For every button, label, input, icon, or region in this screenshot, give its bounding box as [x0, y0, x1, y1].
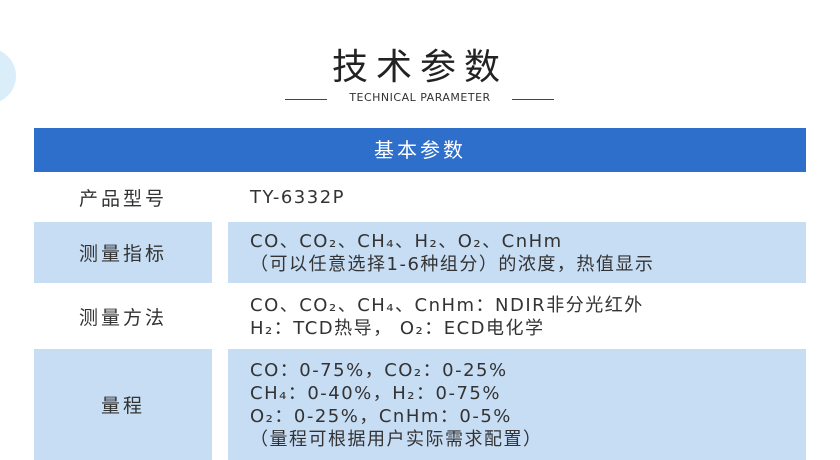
value-line: TY-6332P: [250, 186, 346, 208]
row-label: 测量指标: [34, 222, 212, 283]
decor-circle: [0, 48, 16, 104]
value-line: CO、CO₂、CH₄、CnHm：NDIR非分光红外: [250, 294, 644, 316]
row-label: 量程: [34, 349, 212, 460]
row-value: CO、CO₂、CH₄、H₂、O₂、CnHm （可以任意选择1-6种组分）的浓度，热…: [228, 222, 806, 283]
rule: [512, 99, 554, 100]
value-line: CO：0-75%，CO₂：0-25%: [250, 359, 508, 381]
value-line: O₂：0-25%，CnHm：0-5%: [250, 405, 512, 427]
table-heading: 基本参数: [34, 128, 806, 172]
row-value: CO、CO₂、CH₄、CnHm：NDIR非分光红外 H₂：TCD热导， O₂：EC…: [228, 288, 806, 345]
rule: [285, 99, 327, 100]
row-value: TY-6332P: [228, 174, 806, 220]
value-line: CO、CO₂、CH₄、H₂、O₂、CnHm: [250, 230, 563, 252]
row-value: CO：0-75%，CO₂：0-25% CH₄：0-40%，H₂：0-75% O₂：0…: [228, 349, 806, 460]
value-line: CH₄：0-40%，H₂：0-75%: [250, 382, 501, 404]
value-line: （量程可根据用户实际需求配置）: [250, 428, 543, 450]
value-line: H₂：TCD热导， O₂：ECD电化学: [250, 317, 545, 339]
subtitle: TECHNICAL PARAMETER: [349, 91, 491, 104]
value-line: （可以任意选择1-6种组分）的浓度，热值显示: [250, 253, 655, 275]
row-label: 产品型号: [78, 187, 167, 210]
row-label: 测量方法: [78, 307, 167, 329]
title: 技术参数: [331, 47, 508, 88]
